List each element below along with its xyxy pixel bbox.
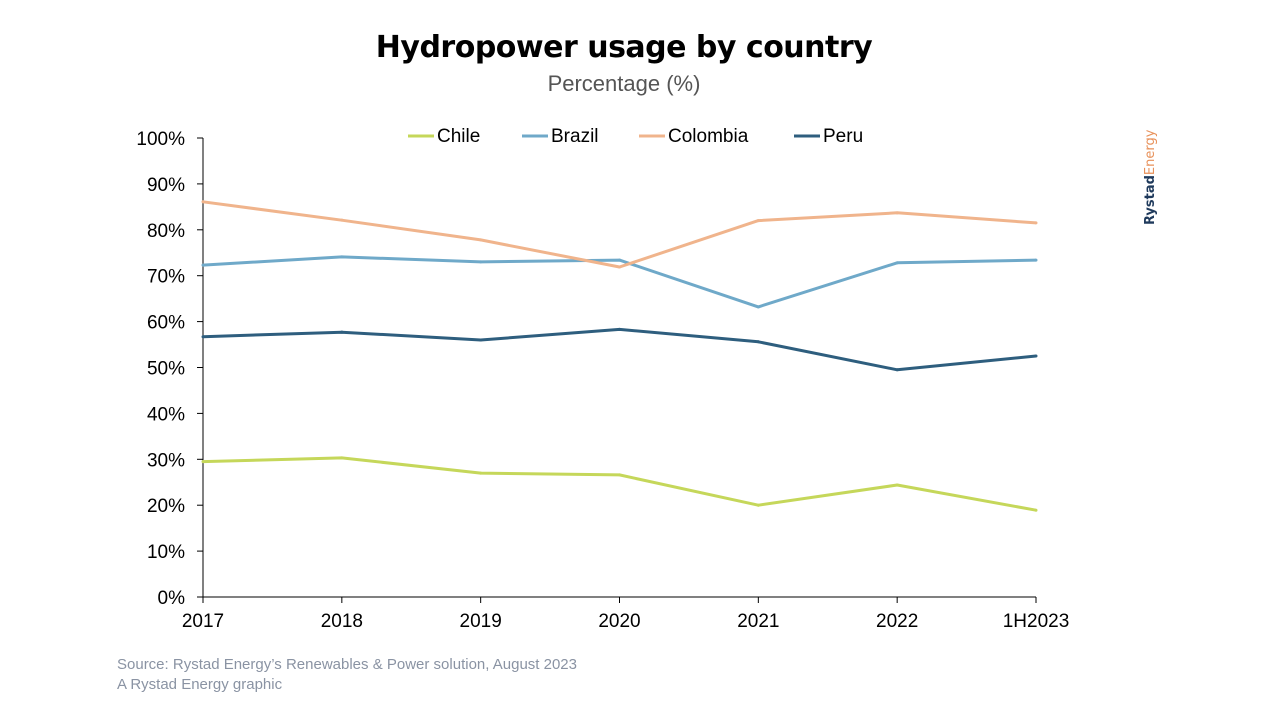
- axes: 0% 10% 20% 30% 40% 50% 60% 70% 80% 90% 100% 2017 201…: [136, 129, 1069, 632]
- y-tick-label: 70%: [147, 267, 185, 288]
- series-lines: [201, 200, 1038, 512]
- data-point-brazil: [895, 261, 899, 265]
- data-point-colombia: [895, 211, 899, 215]
- legend-label-peru: Peru: [823, 126, 863, 147]
- data-point-colombia: [618, 265, 621, 269]
- brand-part2: Energy: [1143, 129, 1158, 176]
- brand-logo: RystadEnergy: [1143, 115, 1161, 225]
- data-point-brazil: [340, 255, 344, 259]
- x-tick-label: 2021: [737, 611, 779, 632]
- y-tick-label: 10%: [147, 542, 185, 563]
- data-point-peru: [201, 335, 205, 339]
- x-tick-label: 2022: [876, 611, 918, 632]
- data-point-chile: [756, 503, 760, 507]
- series-line-chile: [202, 456, 1037, 512]
- source-line: Source: Rystad Energy’s Renewables & Pow…: [117, 656, 577, 673]
- data-point-chile: [618, 473, 621, 477]
- series-line-peru: [202, 327, 1037, 372]
- chart-subtitle: Percentage (%): [547, 71, 701, 96]
- data-point-brazil: [1034, 258, 1038, 262]
- data-point-brazil: [756, 305, 760, 309]
- data-point-chile: [1034, 508, 1038, 512]
- chart-title: Hydropower usage by country: [375, 30, 873, 65]
- x-tick-label: 1H2023: [1003, 611, 1070, 632]
- x-tick-label: 2017: [182, 611, 224, 632]
- data-point-colombia: [756, 219, 760, 223]
- series-line-brazil: [202, 255, 1037, 309]
- data-point-chile: [479, 471, 483, 475]
- x-tick-label: 2020: [598, 611, 640, 632]
- data-point-brazil: [479, 260, 483, 264]
- brand-part1: Rystad: [1143, 175, 1158, 225]
- data-point-brazil: [618, 258, 621, 262]
- y-tick-label: 30%: [147, 450, 185, 471]
- x-tick-label: 2019: [460, 611, 502, 632]
- legend: Chile Brazil Colombia Peru: [408, 126, 863, 147]
- data-point-peru: [895, 368, 899, 372]
- legend-label-brazil: Brazil: [551, 126, 599, 147]
- data-point-chile: [895, 483, 899, 487]
- data-point-peru: [618, 327, 621, 331]
- data-point-colombia: [340, 218, 344, 222]
- legend-label-colombia: Colombia: [668, 126, 749, 147]
- data-point-brazil: [201, 263, 205, 267]
- y-tick-label: 0%: [158, 588, 186, 609]
- y-tick-label: 20%: [147, 496, 185, 517]
- data-point-chile: [201, 460, 205, 464]
- data-point-colombia: [1034, 221, 1038, 225]
- data-point-colombia: [201, 200, 205, 204]
- y-tick-label: 90%: [147, 175, 185, 196]
- data-point-peru: [1034, 354, 1038, 358]
- data-point-chile: [340, 456, 344, 460]
- data-point-peru: [479, 338, 483, 342]
- credit-line: A Rystad Energy graphic: [117, 676, 283, 693]
- x-tick-label: 2018: [321, 611, 363, 632]
- y-tick-label: 60%: [147, 313, 185, 334]
- y-tick-label: 40%: [147, 404, 185, 425]
- data-point-peru: [756, 340, 760, 344]
- source-note: Source: Rystad Energy’s Renewables & Pow…: [117, 655, 577, 695]
- data-point-peru: [340, 330, 344, 334]
- y-tick-label: 50%: [147, 359, 185, 380]
- data-point-colombia: [479, 238, 483, 242]
- legend-label-chile: Chile: [437, 126, 480, 147]
- y-tick-label: 80%: [147, 221, 185, 242]
- y-tick-label: 100%: [136, 129, 185, 150]
